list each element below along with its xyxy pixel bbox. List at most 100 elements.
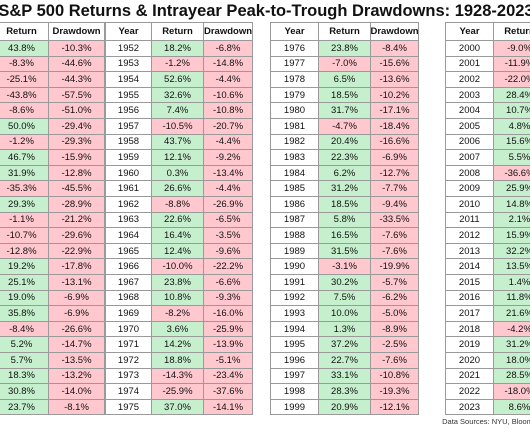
year-cell: 2006: [445, 133, 494, 151]
value-cell: -7.6%: [370, 352, 419, 369]
value-cell: -6.9%: [48, 289, 105, 307]
year-cell: 2017: [445, 305, 494, 322]
value-cell: 14.2%: [151, 336, 204, 353]
value-cell: -36.6%: [493, 164, 530, 182]
value-cell: -7.6%: [370, 242, 419, 260]
value-cell: -20.7%: [203, 118, 253, 135]
value-cell: 4.8%: [493, 118, 530, 135]
value-cell: -14.1%: [203, 398, 253, 416]
value-cell: -4.4%: [203, 71, 253, 88]
value-cell: -6.2%: [370, 289, 419, 307]
year-cell: 1963: [105, 211, 152, 229]
year-cell: 1962: [105, 196, 152, 213]
value-cell: 22.6%: [151, 211, 204, 229]
year-cell: 1981: [270, 118, 319, 135]
value-cell: 31.5%: [318, 242, 371, 260]
year-cell: 2012: [445, 227, 494, 244]
year-cell: 1984: [270, 164, 319, 182]
value-cell: 31.2%: [493, 336, 530, 353]
value-cell: -7.7%: [370, 180, 419, 197]
value-cell: 23.8%: [151, 274, 204, 291]
value-cell: -14.0%: [48, 383, 105, 400]
value-cell: 32.2%: [493, 242, 530, 260]
value-cell: 0.3%: [151, 164, 204, 182]
year-cell: 2010: [445, 196, 494, 213]
year-cell: 1986: [270, 196, 319, 213]
value-cell: -25.1%: [0, 71, 49, 88]
value-cell: -10.7%: [0, 227, 49, 244]
value-cell: -3.5%: [203, 227, 253, 244]
value-cell: -45.5%: [48, 180, 105, 197]
value-cell: 18.5%: [318, 86, 371, 104]
value-cell: -9.6%: [203, 242, 253, 260]
value-cell: 25.1%: [0, 274, 49, 291]
year-cell: 1989: [270, 242, 319, 260]
year-cell: 1996: [270, 352, 319, 369]
value-cell: 18.3%: [0, 367, 49, 385]
value-cell: 2.1%: [493, 211, 530, 229]
year-cell: 1978: [270, 71, 319, 88]
year-cell: 1968: [105, 289, 152, 307]
value-cell: 21.6%: [493, 305, 530, 322]
value-cell: -18.4%: [370, 118, 419, 135]
column-header: Year: [270, 22, 319, 41]
value-cell: -57.5%: [48, 86, 105, 104]
title: S&P 500 Returns & Intrayear Peak-to-Trou…: [0, 2, 530, 20]
value-cell: -10.8%: [203, 102, 253, 119]
value-cell: 52.6%: [151, 71, 204, 88]
year-cell: 2011: [445, 211, 494, 229]
value-cell: -13.9%: [203, 336, 253, 353]
value-cell: 3.6%: [151, 320, 204, 338]
value-cell: -19.3%: [370, 383, 419, 400]
value-cell: -25.9%: [203, 320, 253, 338]
value-cell: 33.1%: [318, 367, 371, 385]
year-cell: 2023: [445, 398, 494, 416]
column-header: Return: [0, 22, 49, 41]
value-cell: -1.1%: [0, 211, 49, 229]
value-cell: -11.9%: [493, 55, 530, 73]
year-cell: 1954: [105, 71, 152, 88]
value-cell: 43.8%: [0, 40, 49, 57]
value-cell: -17.1%: [370, 102, 419, 119]
year-cell: 1965: [105, 242, 152, 260]
year-cell: 1988: [270, 227, 319, 244]
value-cell: 37.2%: [318, 336, 371, 353]
value-cell: 7.4%: [151, 102, 204, 119]
value-cell: -10.0%: [151, 258, 204, 275]
value-cell: -22.0%: [493, 71, 530, 88]
value-cell: -13.1%: [48, 274, 105, 291]
value-cell: 13.5%: [493, 258, 530, 275]
value-cell: -13.2%: [48, 367, 105, 385]
value-cell: -6.9%: [370, 149, 419, 166]
value-cell: 14.8%: [493, 196, 530, 213]
year-cell: 1983: [270, 149, 319, 166]
value-cell: -26.6%: [48, 320, 105, 338]
value-cell: -8.4%: [370, 40, 419, 57]
value-cell: -5.0%: [370, 305, 419, 322]
value-cell: -8.8%: [151, 196, 204, 213]
value-cell: 18.2%: [151, 40, 204, 57]
year-cell: 2021: [445, 367, 494, 385]
year-cell: 1975: [105, 398, 152, 416]
value-cell: -6.9%: [48, 305, 105, 322]
year-cell: 1973: [105, 367, 152, 385]
year-cell: 1970: [105, 320, 152, 338]
value-cell: 29.3%: [0, 196, 49, 213]
column-header: Return: [151, 22, 204, 41]
value-cell: -28.9%: [48, 196, 105, 213]
value-cell: -13.4%: [203, 164, 253, 182]
value-cell: -29.3%: [48, 133, 105, 151]
value-cell: -9.0%: [493, 40, 530, 57]
value-cell: 18.0%: [493, 352, 530, 369]
value-cell: 25.9%: [493, 180, 530, 197]
value-cell: -43.8%: [0, 86, 49, 104]
value-cell: 5.2%: [0, 336, 49, 353]
value-cell: -12.8%: [0, 242, 49, 260]
year-cell: 2016: [445, 289, 494, 307]
value-cell: -44.3%: [48, 71, 105, 88]
value-cell: 22.3%: [318, 149, 371, 166]
value-cell: -44.6%: [48, 55, 105, 73]
value-cell: -17.8%: [48, 258, 105, 275]
year-cell: 2001: [445, 55, 494, 73]
value-cell: -22.9%: [48, 242, 105, 260]
